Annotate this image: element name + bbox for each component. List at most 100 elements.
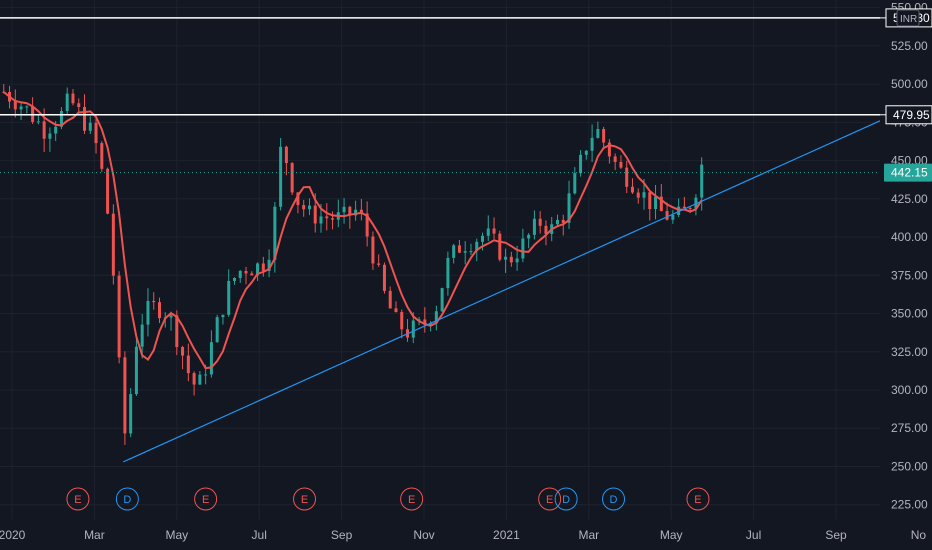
- candle-body: [134, 346, 138, 395]
- price-axis[interactable]: [880, 0, 932, 550]
- candle-body: [192, 373, 196, 385]
- event-marker-label: D: [123, 494, 131, 506]
- candle-body: [607, 142, 611, 157]
- candle-body: [377, 263, 381, 265]
- candle-body: [446, 257, 450, 289]
- candle-body: [19, 106, 23, 110]
- currency-badge[interactable]: [896, 9, 920, 27]
- candle-body: [284, 146, 288, 164]
- last-price-tag: [884, 163, 932, 182]
- candle-body: [521, 238, 525, 259]
- x-tick-label: Jul: [252, 528, 267, 542]
- candle-body: [313, 205, 317, 224]
- candle-body: [279, 146, 283, 207]
- candle-body: [365, 213, 369, 237]
- event-marker-label: E: [546, 494, 553, 506]
- candle-body: [619, 161, 623, 168]
- candle-body: [296, 192, 300, 206]
- x-tick-label: Sep: [825, 528, 847, 542]
- candle-body: [331, 218, 335, 220]
- event-marker-label: E: [74, 494, 81, 506]
- candle-body: [486, 228, 490, 236]
- candle-body: [146, 300, 150, 325]
- y-tick-label: 300.00: [891, 383, 928, 397]
- level-price-label: 479.95: [893, 108, 930, 122]
- candle-body: [671, 214, 675, 220]
- candle-body: [204, 374, 208, 376]
- candle-body: [509, 256, 513, 263]
- x-tick-label: No: [911, 528, 927, 542]
- candle-body: [273, 206, 277, 260]
- candle-body: [388, 290, 392, 309]
- candle-body: [267, 259, 271, 271]
- candle-body: [302, 205, 306, 210]
- candle-body: [221, 314, 225, 318]
- candle-body: [469, 251, 473, 253]
- x-tick-label: Sep: [331, 528, 353, 542]
- candle-body: [42, 121, 46, 139]
- candle-body: [648, 192, 652, 210]
- x-tick-label: Mar: [578, 528, 599, 542]
- candle-body: [481, 235, 485, 242]
- candle-body: [579, 154, 583, 174]
- y-tick-label: 250.00: [891, 459, 928, 473]
- candle-body: [636, 192, 640, 198]
- candle-body: [215, 317, 219, 343]
- candle-body: [209, 342, 213, 375]
- dividend-marker[interactable]: [115, 487, 139, 511]
- event-marker-label: D: [562, 494, 570, 506]
- candle-body: [59, 111, 63, 127]
- candle-body: [232, 277, 236, 281]
- candle-body: [152, 300, 156, 303]
- earnings-marker[interactable]: [686, 487, 710, 511]
- candle-body: [434, 311, 438, 324]
- candle-body: [342, 206, 346, 213]
- x-tick-label: May: [660, 528, 683, 542]
- candle-body: [625, 167, 629, 187]
- candle-body: [527, 234, 531, 239]
- y-tick-label: 525.00: [891, 39, 928, 53]
- x-tick-label: 2020: [0, 528, 26, 542]
- dividend-marker[interactable]: [554, 487, 578, 511]
- earnings-marker[interactable]: [538, 487, 562, 511]
- candle-body: [613, 156, 617, 162]
- x-tick-label: Jul: [746, 528, 761, 542]
- candle-body: [244, 270, 248, 274]
- candle-body: [25, 106, 29, 108]
- candle-body: [544, 225, 548, 234]
- candle-body: [452, 245, 456, 258]
- candle-body: [250, 273, 254, 276]
- candle-body: [319, 216, 323, 224]
- candle-body: [429, 323, 433, 325]
- candle-body: [36, 121, 40, 123]
- y-tick-label: 375.00: [891, 268, 928, 282]
- candle-body: [700, 164, 704, 198]
- candle-body: [94, 122, 98, 144]
- candle-body: [111, 213, 115, 276]
- earnings-marker[interactable]: [66, 487, 90, 511]
- earnings-marker[interactable]: [400, 487, 424, 511]
- candle-body: [157, 302, 161, 319]
- y-tick-label: 350.00: [891, 307, 928, 321]
- candle-body: [307, 205, 311, 210]
- candle-body: [261, 263, 265, 271]
- event-marker-label: D: [610, 494, 618, 506]
- candle-body: [596, 129, 600, 138]
- candle-body: [688, 208, 692, 210]
- candle-body: [475, 241, 479, 252]
- candle-body: [492, 228, 496, 234]
- candle-body: [590, 137, 594, 151]
- candle-body: [106, 168, 110, 214]
- earnings-marker[interactable]: [194, 487, 218, 511]
- x-tick-label: Mar: [84, 528, 105, 542]
- candle-body: [83, 107, 87, 131]
- candle-body: [359, 209, 363, 214]
- earnings-marker[interactable]: [293, 487, 317, 511]
- dividend-marker[interactable]: [602, 487, 626, 511]
- trendline[interactable]: [122, 120, 881, 463]
- candle-body: [567, 193, 571, 223]
- y-tick-label: 400.00: [891, 230, 928, 244]
- candle-body: [440, 288, 444, 312]
